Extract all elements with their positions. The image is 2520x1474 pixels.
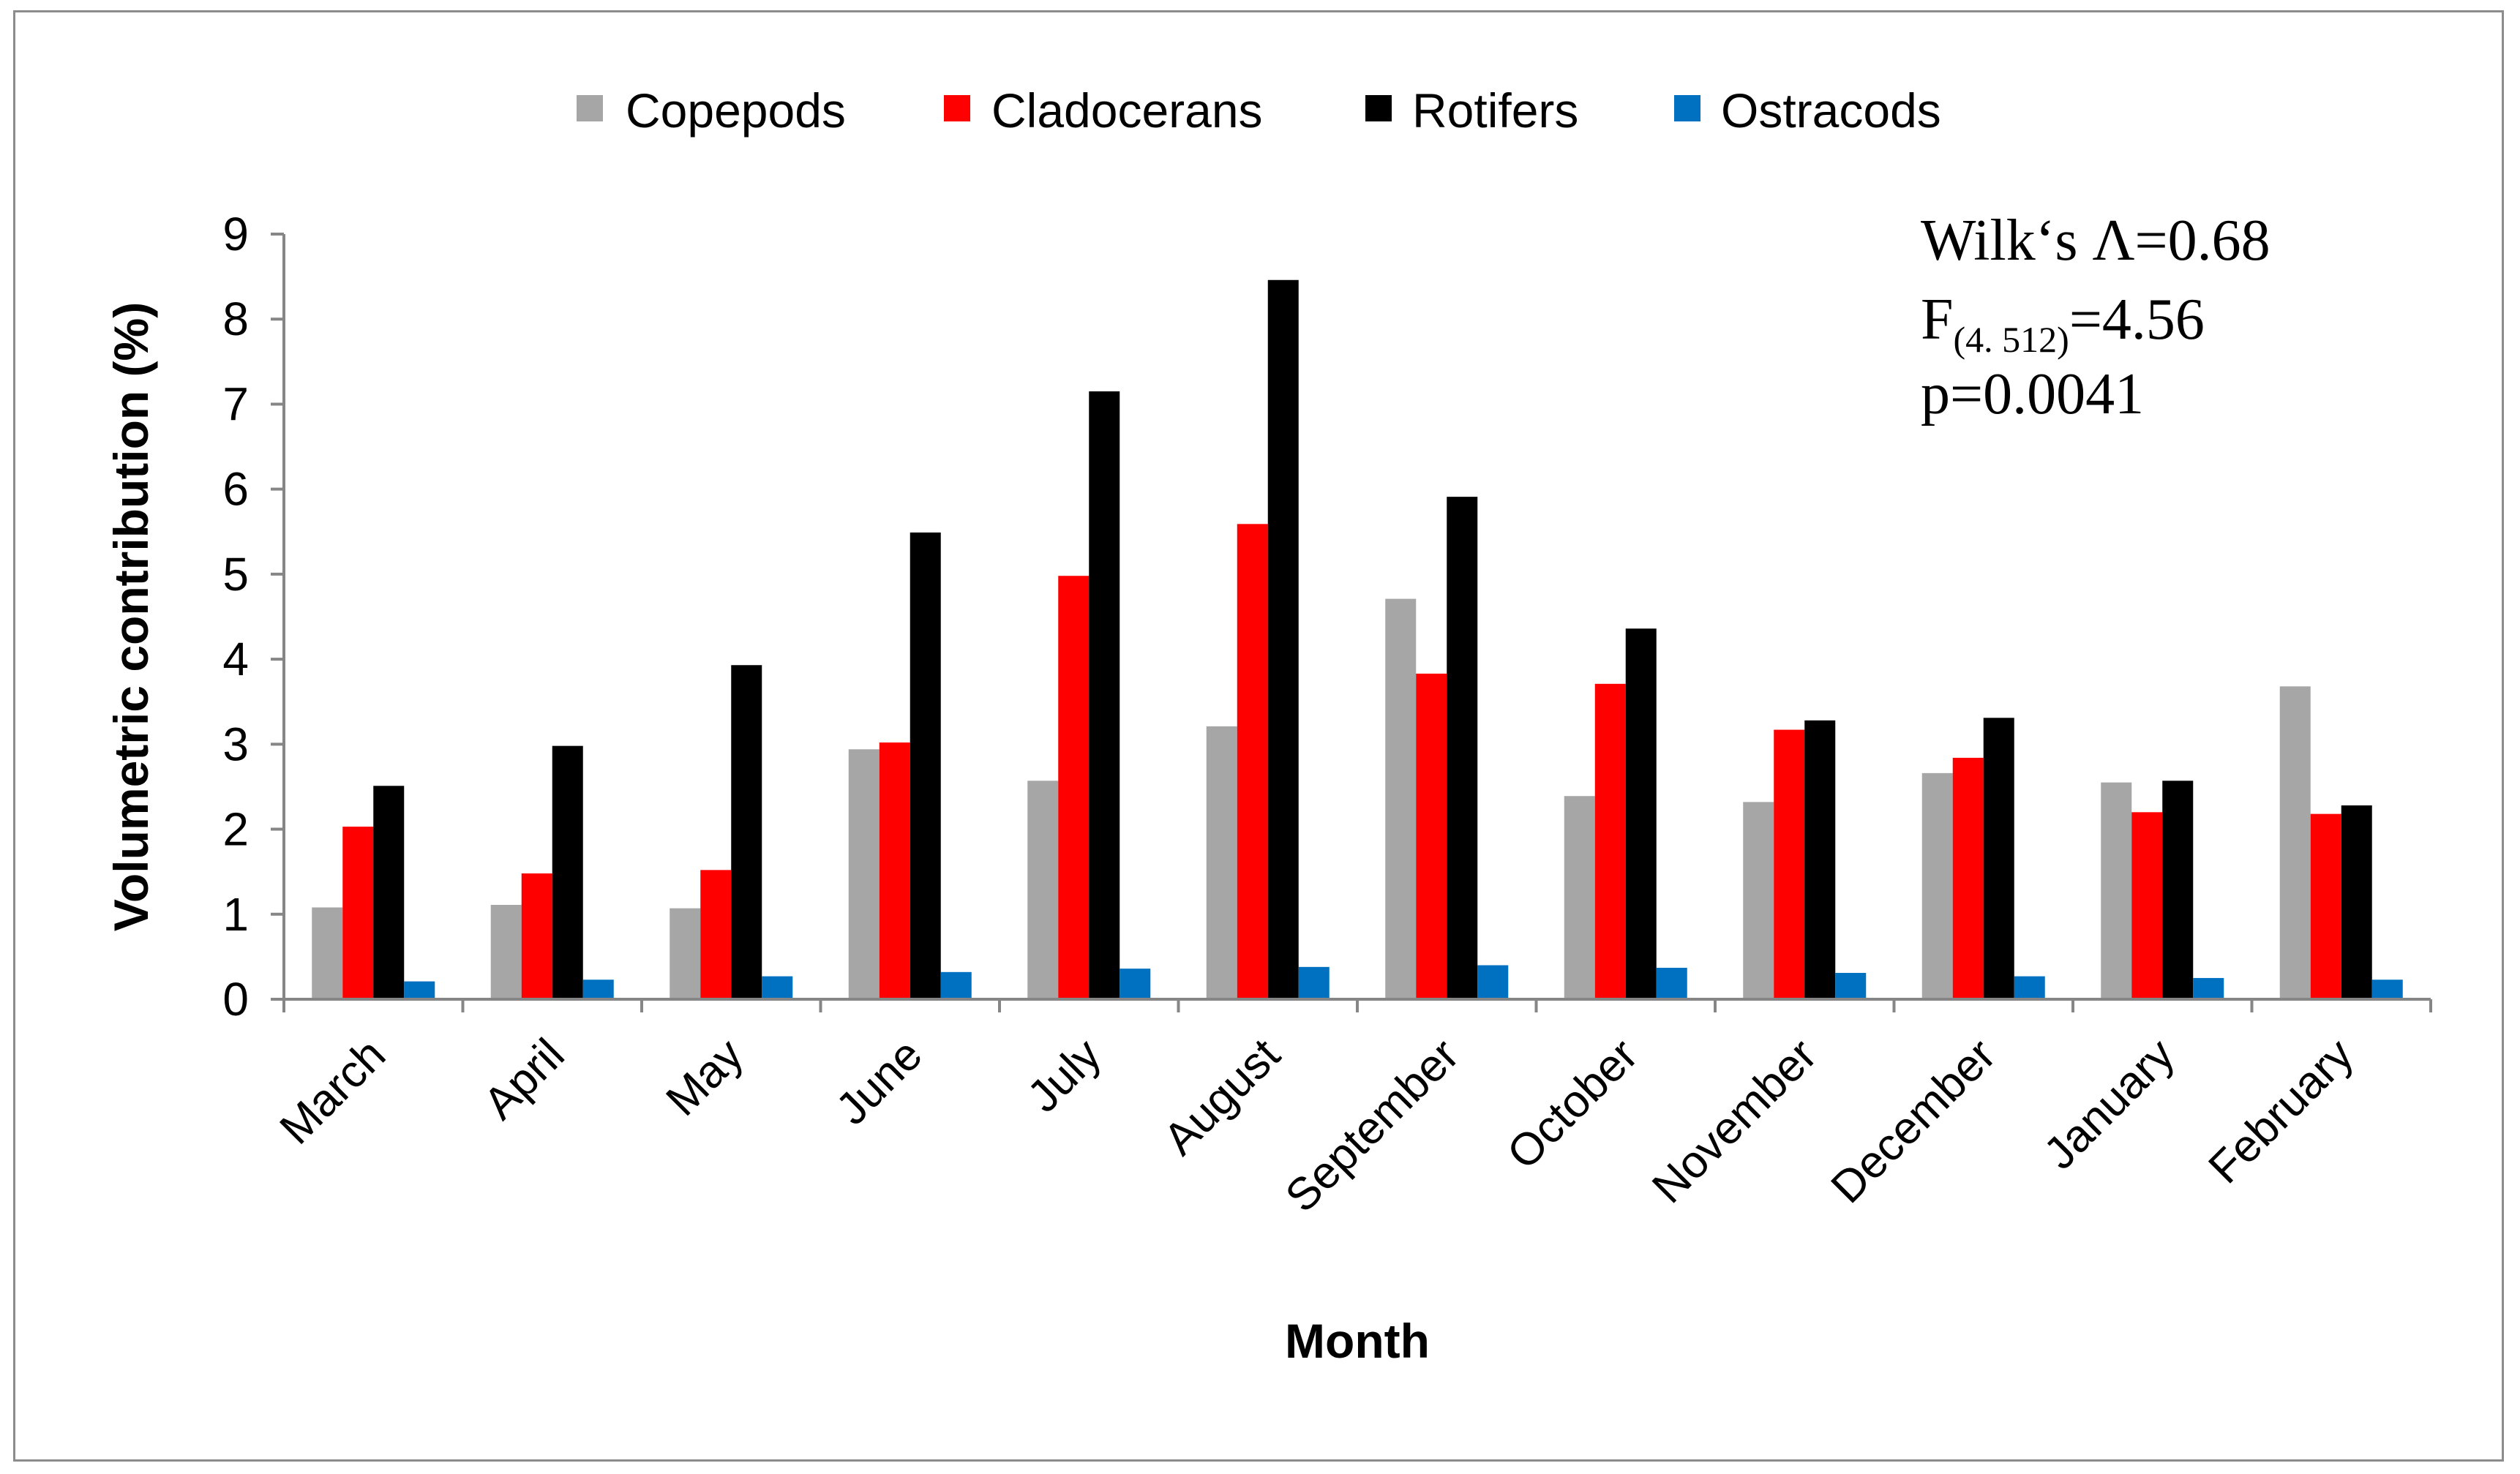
- bar-cladocerans-january: [2131, 812, 2163, 999]
- y-tick-label: 6: [222, 463, 249, 516]
- legend-label-rotifers: Rotifers: [1412, 83, 1578, 138]
- bars-group: [312, 279, 2403, 999]
- bar-ostracods-february: [2371, 979, 2403, 999]
- bar-ostracods-april: [582, 979, 614, 999]
- bar-rotifers-october: [1625, 628, 1657, 999]
- bar-rotifers-july: [1089, 391, 1120, 999]
- x-tick-label-august: August: [1154, 1029, 1289, 1165]
- y-axis: 0 1 2 3 4 5 6 7 8 9: [222, 208, 285, 1026]
- bar-rotifers-may: [731, 665, 762, 999]
- bar-copepods-may: [670, 908, 701, 999]
- bar-copepods-april: [490, 904, 522, 999]
- f-statistic-value: =4.56: [2069, 287, 2205, 352]
- bar-cladocerans-june: [879, 742, 910, 999]
- x-axis-title: Month: [1285, 1314, 1430, 1368]
- wilks-lambda-text: Wilk‘s Λ=0.68: [1921, 208, 2270, 273]
- x-tick-label-november: November: [1643, 1029, 1826, 1213]
- y-tick-label: 9: [222, 208, 249, 260]
- bar-copepods-november: [1743, 802, 1774, 999]
- bar-cladocerans-march: [342, 827, 374, 999]
- legend: Copepods Cladocerans Rotifers Ostracods: [577, 83, 1941, 138]
- x-tick-label-january: January: [2034, 1029, 2184, 1179]
- y-tick-label: 5: [222, 548, 249, 601]
- y-tick-label: 8: [222, 293, 249, 345]
- f-statistic-df: (4. 512): [1954, 319, 2069, 360]
- legend-swatch-copepods: [577, 95, 603, 121]
- legend-swatch-rotifers: [1365, 95, 1392, 121]
- bar-ostracods-july: [1120, 969, 1151, 999]
- bar-rotifers-december: [1983, 718, 2014, 999]
- legend-label-cladocerans: Cladocerans: [991, 83, 1263, 138]
- bar-ostracods-june: [940, 971, 972, 999]
- legend-label-copepods: Copepods: [626, 83, 846, 138]
- bar-rotifers-april: [552, 745, 583, 999]
- p-value-text: p=0.0041: [1921, 362, 2144, 426]
- bar-ostracods-november: [1835, 972, 1867, 999]
- y-tick-label: 4: [222, 633, 249, 685]
- bar-cladocerans-may: [700, 870, 732, 999]
- y-tick-label: 1: [222, 888, 249, 941]
- bar-copepods-january: [2101, 782, 2132, 999]
- bar-cladocerans-september: [1416, 673, 1447, 999]
- y-tick-label: 2: [222, 803, 249, 856]
- legend-label-ostracods: Ostracods: [1721, 83, 1941, 138]
- bar-rotifers-august: [1267, 279, 1299, 999]
- bar-cladocerans-october: [1594, 683, 1626, 999]
- y-tick-label: 0: [222, 973, 249, 1026]
- y-tick-label: 3: [222, 718, 249, 770]
- x-tick-label-may: May: [657, 1029, 754, 1126]
- stats-annotation: Wilk‘s Λ=0.68 F(4. 512)=4.56 p=0.0041: [1921, 208, 2270, 426]
- y-tick-label: 7: [222, 377, 249, 430]
- bar-cladocerans-august: [1237, 524, 1268, 999]
- bar-copepods-december: [1921, 772, 1953, 999]
- bar-copepods-july: [1027, 781, 1059, 999]
- bar-ostracods-march: [404, 981, 435, 999]
- bar-cladocerans-december: [1952, 757, 1984, 999]
- bar-rotifers-june: [910, 532, 941, 999]
- bar-ostracods-october: [1656, 967, 1687, 999]
- x-tick-label-october: October: [1498, 1029, 1648, 1179]
- f-statistic-prefix: F: [1921, 287, 1954, 352]
- x-tick-label-march: March: [271, 1029, 396, 1154]
- bar-rotifers-march: [373, 786, 405, 999]
- x-tick-label-september: September: [1276, 1029, 1469, 1222]
- x-tick-label-june: June: [827, 1029, 932, 1135]
- bar-cladocerans-november: [1774, 729, 1805, 999]
- bar-rotifers-january: [2162, 781, 2194, 999]
- bar-rotifers-february: [2341, 805, 2372, 999]
- y-axis-title: Volumetric contribution (%): [104, 302, 158, 931]
- bar-copepods-june: [848, 749, 880, 999]
- x-tick-label-july: July: [1018, 1029, 1111, 1122]
- bar-copepods-march: [312, 907, 343, 999]
- bar-cladocerans-february: [2310, 813, 2341, 999]
- bar-copepods-february: [2279, 686, 2311, 999]
- x-tick-label-april: April: [474, 1029, 574, 1129]
- legend-swatch-cladocerans: [944, 95, 970, 121]
- bar-copepods-august: [1206, 726, 1237, 999]
- bar-cladocerans-april: [521, 873, 552, 999]
- bar-cladocerans-july: [1058, 576, 1090, 999]
- bar-rotifers-september: [1447, 497, 1478, 999]
- bar-ostracods-january: [2193, 977, 2224, 999]
- legend-swatch-ostracods: [1674, 95, 1700, 121]
- bar-ostracods-may: [762, 976, 793, 999]
- bar-rotifers-november: [1804, 720, 1836, 999]
- x-tick-label-december: December: [1822, 1029, 2006, 1213]
- f-statistic-text: F(4. 512)=4.56: [1921, 287, 2205, 360]
- bar-ostracods-september: [1477, 965, 1509, 999]
- bar-ostracods-august: [1298, 966, 1330, 999]
- bar-copepods-september: [1385, 598, 1417, 999]
- bar-copepods-october: [1564, 796, 1595, 999]
- bar-ostracods-december: [2014, 976, 2045, 999]
- x-tick-label-february: February: [2199, 1029, 2363, 1193]
